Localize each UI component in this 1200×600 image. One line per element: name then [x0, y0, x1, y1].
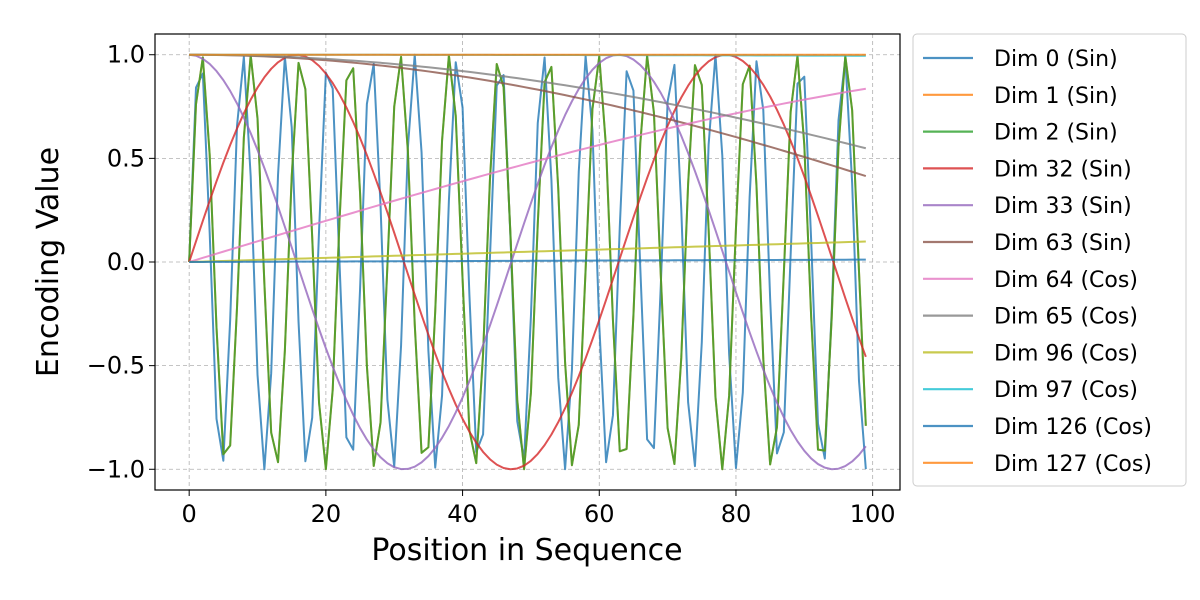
series-line	[189, 240, 866, 263]
legend-label: Dim 126 (Cos)	[994, 415, 1152, 440]
x-tick-label: 100	[850, 500, 896, 528]
series-line	[189, 258, 866, 263]
series-line	[188, 54, 867, 471]
legend-label: Dim 2 (Sin)	[994, 121, 1118, 146]
y-tick-label: −0.5	[87, 352, 145, 380]
legend-label: Dim 33 (Sin)	[994, 194, 1132, 219]
y-tick-label: 0.0	[107, 248, 145, 276]
legend-label: Dim 0 (Sin)	[994, 47, 1118, 72]
x-tick-label: 20	[311, 500, 342, 528]
y-axis-ticks: −1.0 −0.5 0.0 0.5 1.0	[87, 41, 155, 483]
legend-frame	[912, 33, 1187, 487]
legend: Dim 0 (Sin) Dim 1 (Sin) Dim 2 (Sin) Dim 32 …	[912, 33, 1187, 487]
legend-label: Dim 96 (Cos)	[994, 341, 1138, 366]
y-tick-label: −1.0	[87, 455, 145, 483]
x-tick-label: 80	[721, 500, 752, 528]
series-line	[189, 53, 867, 150]
legend-label: Dim 1 (Sin)	[994, 84, 1118, 109]
x-tick-label: 60	[584, 500, 615, 528]
legend-label: Dim 65 (Cos)	[994, 305, 1138, 330]
legend-label: Dim 97 (Cos)	[994, 378, 1138, 403]
y-tick-label: 1.0	[107, 41, 145, 69]
y-tick-label: 0.5	[107, 144, 145, 172]
series-line	[189, 53, 867, 471]
y-axis-title: Encoding Value	[31, 147, 66, 377]
x-tick-label: 40	[447, 500, 478, 528]
x-axis-ticks: 0 20 40 60 80 100	[182, 490, 896, 528]
x-tick-label: 0	[182, 500, 197, 528]
legend-label: Dim 32 (Sin)	[994, 157, 1132, 182]
series-lines	[188, 53, 867, 471]
x-axis-title: Position in Sequence	[371, 533, 682, 568]
legend-label: Dim 127 (Cos)	[994, 452, 1152, 477]
legend-label: Dim 63 (Sin)	[994, 231, 1132, 256]
legend-label: Dim 64 (Cos)	[994, 268, 1138, 293]
series-line	[188, 87, 866, 263]
